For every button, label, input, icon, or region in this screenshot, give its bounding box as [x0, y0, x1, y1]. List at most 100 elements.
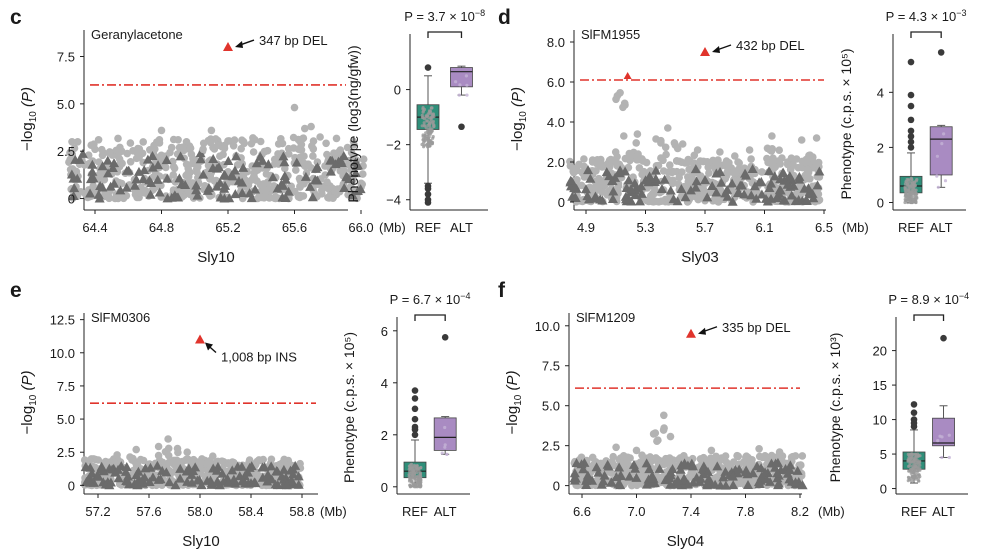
snp-point: [626, 454, 634, 462]
sv-point: [113, 464, 124, 474]
snp-point-peak: [632, 446, 641, 455]
snp-point-peak: [199, 145, 207, 154]
box-outlier: [910, 401, 918, 408]
sv-point: [569, 468, 580, 478]
box-jitter-point: [408, 478, 412, 482]
sv-point: [722, 184, 733, 194]
sv-point: [237, 188, 248, 198]
snp-point: [249, 148, 258, 156]
sv-point: [772, 468, 783, 478]
sv-point: [654, 463, 665, 473]
sv-point: [764, 166, 775, 176]
snp-point: [256, 137, 265, 146]
box-outlier: [411, 431, 419, 439]
box-jitter-point: [908, 180, 912, 184]
box-outlier: [907, 58, 915, 66]
box-jitter-point: [907, 464, 911, 468]
sv-point: [152, 460, 163, 470]
snp-point: [795, 461, 803, 470]
sv-point: [583, 165, 594, 175]
box-jitter-point: [942, 132, 946, 136]
sv-point: [262, 471, 273, 481]
snp-point: [766, 146, 774, 154]
box-jitter-point: [407, 473, 411, 477]
snp-point: [609, 452, 617, 461]
snp-point: [662, 150, 670, 159]
snp-point: [697, 455, 706, 463]
sv-point: [192, 190, 203, 200]
sv-point: [85, 188, 96, 198]
box-jitter-point: [420, 113, 424, 117]
box-jitter-point: [428, 121, 432, 125]
sv-point: [196, 480, 207, 490]
snp-point: [620, 132, 628, 140]
x-tick-label: 58.0: [187, 504, 212, 519]
box-jitter-point: [443, 445, 447, 449]
sv-point: [146, 178, 157, 188]
snp-point: [119, 194, 128, 203]
sv-point: [766, 178, 777, 188]
box-jitter-point: [907, 453, 911, 458]
box-jitter-point: [416, 481, 420, 485]
box-y-tick-label: 15: [873, 378, 887, 393]
snp-point: [296, 182, 304, 191]
snp-point: [292, 166, 300, 174]
snp-point: [296, 153, 304, 162]
box-jitter-point: [907, 184, 911, 188]
sv-point: [92, 471, 103, 481]
sv-point: [133, 166, 144, 176]
sv-point: [191, 180, 202, 190]
box-category-label: REF: [402, 504, 428, 519]
sv-point: [139, 472, 150, 482]
box-jitter-point: [916, 478, 921, 483]
snp-point: [803, 165, 812, 174]
sv-point: [312, 162, 323, 172]
sv-point: [195, 148, 206, 158]
snp-point: [219, 150, 227, 159]
box-jitter-point: [426, 136, 431, 140]
sv-point: [263, 159, 274, 169]
snp-point: [139, 138, 147, 146]
sv-point: [751, 193, 762, 203]
sv-point: [710, 479, 721, 489]
box-jitter-point: [432, 125, 436, 129]
snp-point: [206, 138, 215, 147]
snp-point: [98, 145, 106, 154]
box-jitter-point: [427, 111, 431, 115]
sv-point: [293, 471, 304, 481]
box-jitter-point: [940, 455, 944, 460]
sv-point: [647, 478, 658, 488]
snp-point: [684, 155, 692, 164]
snp-point: [218, 457, 226, 466]
sv-point: [244, 188, 255, 198]
sv-point: [122, 471, 133, 481]
snp-point-peak: [307, 122, 315, 131]
sv-point: [145, 189, 156, 199]
box-outlier: [424, 182, 432, 190]
sv-point: [307, 192, 318, 202]
snp-point-peak: [249, 134, 257, 142]
box-jitter-point: [430, 129, 434, 133]
box-outlier: [458, 123, 465, 131]
sv-point: [682, 479, 693, 489]
y-axis-label: −log10 (P): [19, 370, 39, 434]
sv-point: [212, 477, 223, 487]
sv-point: [115, 185, 126, 195]
p-value-label: P = 4.3 × 10−3: [886, 8, 967, 24]
snp-point: [666, 432, 675, 441]
sv-point: [113, 473, 124, 483]
box-plot: 0 2 4 REF ALT P = 4.3 × 10−3 Phenotype (c.p.s.…: [838, 8, 967, 235]
sv-point: [336, 158, 347, 168]
box-jitter-point: [914, 188, 918, 192]
snp-point-peak: [768, 132, 776, 140]
box-jitter-point: [910, 177, 914, 181]
x-tick-label: 7.0: [627, 504, 645, 519]
sv-point: [259, 462, 270, 472]
snp-point: [666, 161, 674, 169]
sv-point: [812, 180, 823, 190]
box-outlier: [937, 49, 945, 56]
sv-point: [702, 478, 713, 488]
snp-point: [714, 160, 723, 169]
snp-point-peak: [660, 411, 668, 420]
snp-point: [775, 146, 783, 154]
